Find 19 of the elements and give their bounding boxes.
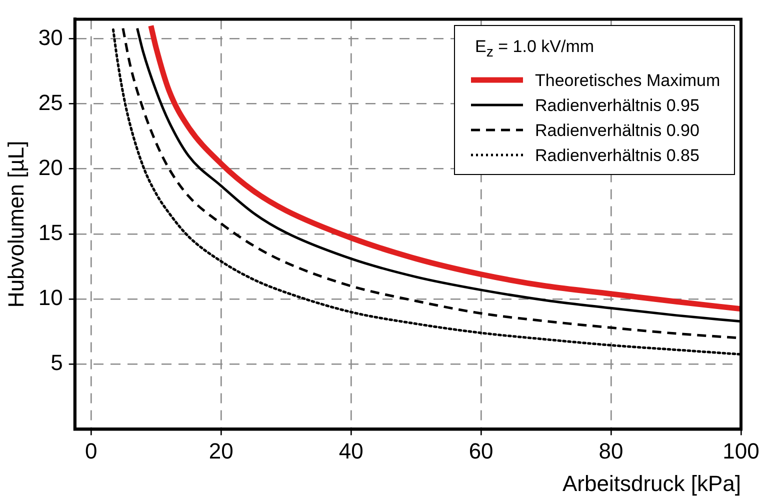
x-axis-title: Arbeitsdruck [kPa] [562,470,741,496]
x-tick-label: 60 [468,438,494,464]
legend-title: E$_{z}$ = 1.0 kV/mm [475,36,596,63]
y-tick-label: 30 [38,24,63,50]
legend-label: Radienverhältnis 0.95 [535,94,700,117]
x-tick-label: 80 [598,438,624,464]
y-tick-label: 5 [50,350,63,376]
y-tick-label: 15 [38,220,63,246]
legend-label: Radienverhältnis 0.85 [535,144,700,167]
y-axis-title: Hubvolumen [µL] [3,140,28,308]
x-tick-label: 0 [84,438,98,464]
y-tick-label: 10 [38,285,63,310]
x-tick-label: 100 [722,438,760,464]
x-tick-label: 40 [338,438,364,464]
x-tick-label: 20 [208,438,234,464]
legend-label: Radienverhältnis 0.90 [535,120,700,142]
y-tick-label: 20 [38,154,63,180]
y-tick-label: 25 [38,90,63,115]
legend-label: Theoretisches Maximum [535,70,720,92]
